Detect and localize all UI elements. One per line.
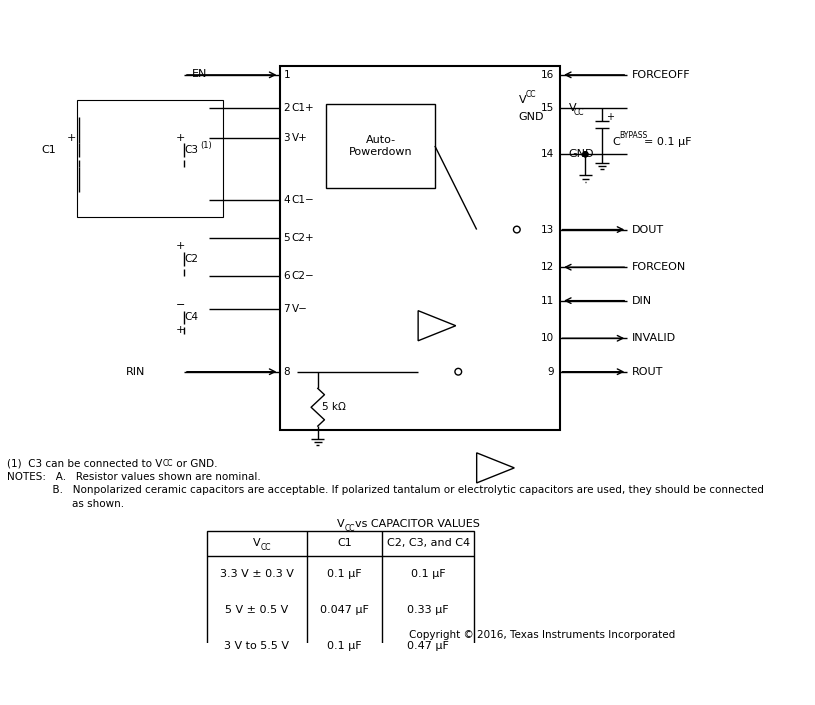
Bar: [206, 531, 474, 664]
Circle shape: [583, 152, 588, 157]
Text: NOTES:   A.   Resistor values shown are nominal.: NOTES: A. Resistor values shown are nomi…: [7, 472, 261, 482]
Text: C1: C1: [42, 145, 56, 155]
Text: 7: 7: [284, 304, 290, 314]
Text: Auto-
Powerdown: Auto- Powerdown: [349, 135, 412, 157]
Text: as shown.: as shown.: [7, 499, 124, 509]
Text: vs CAPACITOR VALUES: vs CAPACITOR VALUES: [355, 519, 479, 529]
Text: FORCEON: FORCEON: [632, 262, 685, 272]
Text: 16: 16: [540, 70, 553, 80]
Text: V: V: [569, 104, 576, 114]
Bar: [326, 104, 435, 188]
Text: 0.1 μF: 0.1 μF: [328, 569, 362, 579]
Text: V: V: [518, 95, 526, 105]
Text: V−: V−: [292, 304, 308, 314]
Text: 4: 4: [284, 195, 290, 205]
Text: 3 V to 5.5 V: 3 V to 5.5 V: [224, 642, 289, 651]
Text: 13: 13: [540, 225, 553, 235]
Text: 0.047 μF: 0.047 μF: [320, 605, 369, 615]
Text: FORCEOFF: FORCEOFF: [632, 70, 690, 80]
Text: INVALID: INVALID: [632, 333, 676, 343]
Text: CC: CC: [525, 90, 535, 99]
Text: or GND.: or GND.: [173, 459, 218, 469]
Text: CC: CC: [345, 524, 355, 532]
Text: +: +: [67, 133, 77, 142]
Text: C1−: C1−: [292, 195, 315, 205]
Text: (1)  C3 can be connected to V: (1) C3 can be connected to V: [7, 459, 162, 469]
Text: C: C: [612, 137, 620, 147]
Text: +: +: [175, 241, 185, 251]
Text: 11: 11: [540, 295, 553, 306]
Text: CC: CC: [261, 543, 271, 552]
Bar: [280, 66, 560, 430]
Text: GND: GND: [569, 149, 594, 159]
Text: 10: 10: [540, 333, 553, 343]
Text: 14: 14: [540, 149, 553, 159]
Text: Copyright © 2016, Texas Instruments Incorporated: Copyright © 2016, Texas Instruments Inco…: [408, 630, 675, 640]
Text: 1: 1: [284, 70, 290, 80]
Text: 5 V ± 0.5 V: 5 V ± 0.5 V: [225, 605, 289, 615]
Text: C2, C3, and C4: C2, C3, and C4: [386, 538, 469, 548]
Text: C2−: C2−: [292, 271, 315, 281]
Text: RIN: RIN: [126, 367, 145, 376]
Text: CC: CC: [574, 108, 584, 117]
Text: 12: 12: [540, 262, 553, 272]
Text: 5: 5: [284, 233, 290, 243]
Text: 0.47 μF: 0.47 μF: [408, 642, 449, 651]
Text: C2: C2: [184, 254, 198, 264]
Text: B.   Nonpolarized ceramic capacitors are acceptable. If polarized tantalum or el: B. Nonpolarized ceramic capacitors are a…: [7, 486, 764, 496]
Text: EN: EN: [192, 69, 208, 79]
Text: 8: 8: [284, 367, 290, 376]
Text: +: +: [175, 325, 185, 335]
Text: C1: C1: [337, 538, 352, 548]
Text: C2+: C2+: [292, 233, 315, 243]
Text: DOUT: DOUT: [632, 225, 663, 235]
Text: 6: 6: [284, 271, 290, 281]
Text: −: −: [175, 300, 185, 309]
Text: 5 kΩ: 5 kΩ: [322, 403, 346, 412]
Text: 0.33 μF: 0.33 μF: [408, 605, 449, 615]
Bar: [77, 100, 223, 217]
Text: 3: 3: [284, 133, 290, 142]
Text: 9: 9: [547, 367, 553, 376]
Text: CC: CC: [163, 459, 174, 468]
Text: V: V: [337, 519, 344, 529]
Text: C1+: C1+: [292, 104, 315, 114]
Text: 15: 15: [540, 104, 553, 114]
Text: 2: 2: [284, 104, 290, 114]
Circle shape: [583, 152, 588, 157]
Text: 0.1 μF: 0.1 μF: [328, 642, 362, 651]
Text: GND: GND: [518, 111, 544, 122]
Text: C4: C4: [184, 312, 198, 322]
Text: 3.3 V ± 0.3 V: 3.3 V ± 0.3 V: [220, 569, 293, 579]
Text: BYPASS: BYPASS: [619, 130, 647, 140]
Text: ROUT: ROUT: [632, 367, 663, 376]
Text: V+: V+: [292, 133, 307, 142]
Text: V: V: [253, 538, 261, 548]
Text: 0.1 μF: 0.1 μF: [411, 569, 446, 579]
Text: = 0.1 μF: = 0.1 μF: [644, 137, 691, 147]
Text: +: +: [606, 111, 615, 122]
Text: C3: C3: [184, 145, 198, 155]
Text: +: +: [175, 133, 185, 142]
Text: (1): (1): [200, 142, 213, 150]
Text: DIN: DIN: [632, 295, 651, 306]
